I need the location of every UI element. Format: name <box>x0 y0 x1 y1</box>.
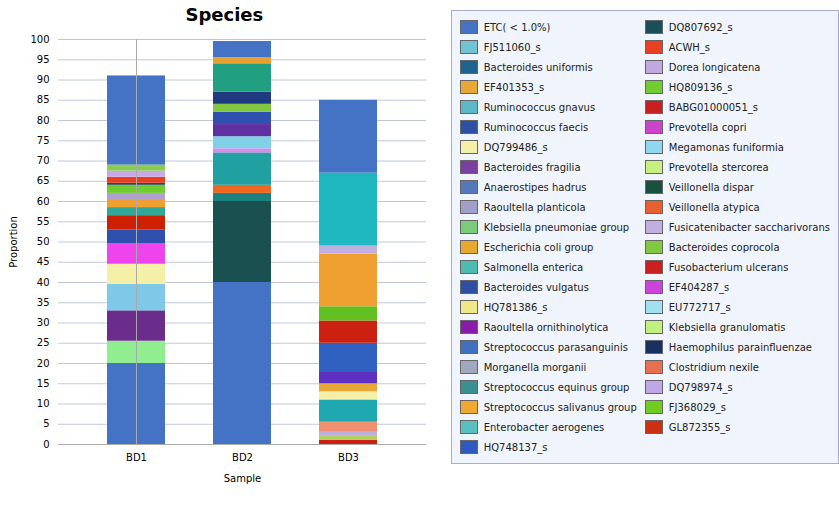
html-text:ETC( < 1.0%): ETC( < 1.0%) <box>483 21 551 33</box>
html-text:Dorea longicatena: Dorea longicatena <box>668 61 761 73</box>
html-text:DQ807692_s: DQ807692_s <box>668 21 733 33</box>
html-text:Morganella morganii: Morganella morganii <box>483 361 587 373</box>
svg-text:95: 95 <box>37 54 50 65</box>
html-text:Ruminococcus faecis: Ruminococcus faecis <box>483 121 589 133</box>
html-text:Haemophilus parainfluenzae: Haemophilus parainfluenzae <box>668 341 812 353</box>
svg-text:85: 85 <box>37 94 50 105</box>
svg-text:Proportion: Proportion <box>8 216 19 268</box>
html-text:Klebsiella granulomatis: Klebsiella granulomatis <box>668 321 786 333</box>
svg-text:BD2: BD2 <box>232 452 253 463</box>
svg-text:35: 35 <box>37 297 50 308</box>
html-text:FJ368029_s: FJ368029_s <box>668 401 726 413</box>
html-text:DQ798974_s: DQ798974_s <box>668 381 733 393</box>
svg-text:90: 90 <box>37 74 50 85</box>
html-text:Streptococcus parasanguinis: Streptococcus parasanguinis <box>483 341 628 353</box>
html-text:GL872355_s: GL872355_s <box>668 421 731 433</box>
html-text:HQ781386_s: HQ781386_s <box>483 301 548 313</box>
html-text:Klebsiella pneumoniae group: Klebsiella pneumoniae group <box>483 221 630 233</box>
html-text:Bacteroides vulgatus: Bacteroides vulgatus <box>483 281 589 293</box>
html-text:EU772717_s: EU772717_s <box>668 301 731 313</box>
html-text:HQ748137_s: HQ748137_s <box>483 441 548 453</box>
html-text:BABG01000051_s: BABG01000051_s <box>668 101 758 113</box>
html-text:Prevotella stercorea: Prevotella stercorea <box>668 161 769 173</box>
html-text:Bacteroides fragilia: Bacteroides fragilia <box>483 161 581 173</box>
html-text:EF401353_s: EF401353_s <box>483 81 545 93</box>
html-text:Species: Species <box>185 4 264 25</box>
svg-text:75: 75 <box>37 135 50 146</box>
svg-text:Sample: Sample <box>224 473 262 484</box>
html-text:Bacteroides uniformis: Bacteroides uniformis <box>483 61 593 73</box>
html-text:Streptococcus salivanus group: Streptococcus salivanus group <box>483 401 637 413</box>
svg-text:BD3: BD3 <box>338 452 359 463</box>
svg-text:60: 60 <box>37 196 50 207</box>
html-text:Salmonella enterica: Salmonella enterica <box>483 261 584 273</box>
html-text:Fusicatenibacter saccharivoran: Fusicatenibacter saccharivorans <box>668 221 830 233</box>
svg-text:40: 40 <box>37 277 50 288</box>
html-text:Veillonella atypica: Veillonella atypica <box>668 201 760 213</box>
html-text:Fusobacterium ulcerans: Fusobacterium ulcerans <box>668 261 789 273</box>
html-text:Prevotella copri: Prevotella copri <box>668 121 747 133</box>
html-text:FJ511060_s: FJ511060_s <box>483 41 541 53</box>
svg-text:100: 100 <box>30 34 49 45</box>
svg-text:15: 15 <box>37 378 50 389</box>
html-text:Enterobacter aerogenes: Enterobacter aerogenes <box>483 421 605 433</box>
html-text:Escherichia coli group: Escherichia coli group <box>483 241 594 253</box>
html-text:Megamonas funiformia: Megamonas funiformia <box>668 141 784 153</box>
html-text:Veillonella dispar: Veillonella dispar <box>668 181 754 193</box>
html-text:EF404287_s: EF404287_s <box>668 281 730 293</box>
html-text:Bacteroides coprocola: Bacteroides coprocola <box>668 241 780 253</box>
svg-text:80: 80 <box>37 115 50 126</box>
svg-text:10: 10 <box>37 398 50 409</box>
svg-text:70: 70 <box>37 155 50 166</box>
html-text:Raoultella planticola: Raoultella planticola <box>483 201 586 213</box>
html-text:Anaerostipes hadrus: Anaerostipes hadrus <box>483 181 587 193</box>
html-text:Raoultella ornithinolytica: Raoultella ornithinolytica <box>483 321 609 333</box>
html-text:Ruminococcus gnavus: Ruminococcus gnavus <box>483 101 596 113</box>
html-text:DQ799486_s: DQ799486_s <box>483 141 548 153</box>
svg-text:25: 25 <box>37 337 50 348</box>
html-text:Streptococcus equinus group: Streptococcus equinus group <box>483 381 630 393</box>
html-text:ACWH_s: ACWH_s <box>668 41 711 53</box>
html-text:Clostridium nexile: Clostridium nexile <box>668 361 759 373</box>
svg-text:5: 5 <box>43 418 49 429</box>
svg-text:55: 55 <box>37 216 50 227</box>
svg-text:30: 30 <box>37 317 50 328</box>
svg-text:45: 45 <box>37 256 50 267</box>
svg-text:0: 0 <box>43 439 49 450</box>
svg-text:BD1: BD1 <box>126 452 147 463</box>
html-text:HQ809136_s: HQ809136_s <box>668 81 733 93</box>
svg-text:50: 50 <box>37 236 50 247</box>
svg-text:20: 20 <box>37 358 50 369</box>
svg-text:65: 65 <box>37 175 50 186</box>
